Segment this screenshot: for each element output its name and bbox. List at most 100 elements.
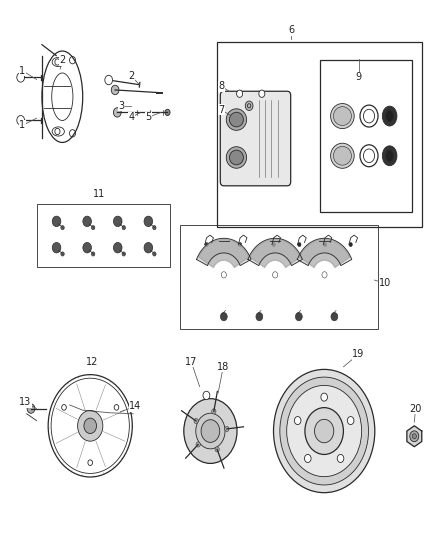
Circle shape — [331, 312, 338, 321]
Circle shape — [238, 243, 242, 247]
Circle shape — [83, 243, 92, 253]
Polygon shape — [198, 239, 249, 268]
Text: 20: 20 — [410, 403, 422, 414]
Circle shape — [322, 272, 327, 278]
Polygon shape — [407, 426, 422, 447]
Ellipse shape — [52, 73, 73, 120]
Circle shape — [184, 399, 237, 463]
Circle shape — [410, 431, 419, 442]
Circle shape — [144, 216, 152, 227]
Circle shape — [245, 101, 253, 110]
Text: 8: 8 — [218, 82, 224, 91]
Ellipse shape — [333, 147, 351, 165]
Ellipse shape — [382, 146, 397, 166]
Circle shape — [196, 413, 225, 449]
Text: 7: 7 — [218, 105, 224, 115]
Text: 2: 2 — [59, 55, 65, 65]
Circle shape — [349, 243, 353, 247]
Circle shape — [113, 108, 121, 117]
Circle shape — [122, 252, 125, 256]
Circle shape — [220, 312, 227, 321]
Bar — [36, 204, 170, 266]
Circle shape — [88, 460, 92, 465]
Circle shape — [225, 426, 229, 432]
Ellipse shape — [360, 145, 378, 167]
Ellipse shape — [364, 149, 374, 163]
Circle shape — [55, 128, 60, 135]
Text: 17: 17 — [185, 357, 197, 367]
Circle shape — [201, 419, 220, 442]
Text: 6: 6 — [288, 26, 294, 35]
Circle shape — [215, 447, 219, 452]
Text: 13: 13 — [19, 397, 31, 407]
Circle shape — [78, 410, 103, 441]
Ellipse shape — [52, 58, 64, 67]
Circle shape — [83, 216, 92, 227]
Circle shape — [337, 455, 344, 463]
Text: 9: 9 — [356, 72, 361, 83]
Ellipse shape — [226, 109, 247, 131]
Circle shape — [298, 243, 301, 247]
Text: 18: 18 — [217, 362, 230, 372]
Text: 4: 4 — [128, 112, 134, 122]
Circle shape — [55, 59, 60, 65]
Circle shape — [280, 377, 368, 485]
Bar — [217, 42, 422, 228]
Circle shape — [294, 417, 301, 425]
Circle shape — [347, 417, 354, 425]
Circle shape — [295, 312, 302, 321]
Circle shape — [314, 419, 334, 443]
Ellipse shape — [333, 107, 351, 125]
Ellipse shape — [382, 106, 397, 126]
Circle shape — [237, 90, 243, 98]
Circle shape — [152, 252, 156, 256]
Circle shape — [287, 385, 362, 477]
Text: 14: 14 — [129, 401, 141, 411]
Polygon shape — [299, 239, 350, 268]
Circle shape — [27, 404, 35, 413]
Ellipse shape — [230, 150, 244, 165]
FancyBboxPatch shape — [220, 91, 291, 186]
Circle shape — [114, 405, 119, 410]
Polygon shape — [248, 238, 302, 265]
Circle shape — [122, 225, 125, 230]
Circle shape — [194, 418, 198, 424]
Polygon shape — [197, 238, 251, 265]
Text: 10: 10 — [379, 278, 392, 288]
Text: 2: 2 — [128, 71, 134, 81]
Circle shape — [221, 272, 226, 278]
Text: 1: 1 — [19, 120, 25, 131]
Circle shape — [92, 225, 95, 230]
Circle shape — [305, 408, 343, 455]
Circle shape — [304, 455, 311, 463]
Circle shape — [84, 418, 96, 433]
Ellipse shape — [230, 112, 244, 127]
Text: 19: 19 — [353, 349, 364, 359]
Ellipse shape — [226, 147, 247, 168]
Circle shape — [61, 252, 64, 256]
Text: 5: 5 — [145, 112, 152, 122]
Circle shape — [92, 252, 95, 256]
Ellipse shape — [386, 110, 393, 122]
Polygon shape — [250, 239, 300, 268]
Circle shape — [412, 434, 417, 439]
Circle shape — [272, 272, 278, 278]
Bar — [180, 225, 378, 329]
Circle shape — [113, 243, 122, 253]
Ellipse shape — [331, 143, 354, 168]
Circle shape — [205, 243, 208, 247]
Circle shape — [61, 225, 64, 230]
Circle shape — [272, 243, 276, 247]
Circle shape — [321, 393, 328, 401]
Text: 11: 11 — [93, 189, 105, 199]
Circle shape — [152, 225, 156, 230]
Circle shape — [203, 391, 210, 400]
Polygon shape — [297, 238, 352, 265]
Ellipse shape — [331, 103, 354, 128]
Circle shape — [256, 312, 263, 321]
Circle shape — [62, 405, 66, 410]
Circle shape — [144, 243, 152, 253]
Text: 12: 12 — [86, 357, 99, 367]
Ellipse shape — [360, 105, 378, 127]
Ellipse shape — [52, 127, 64, 136]
